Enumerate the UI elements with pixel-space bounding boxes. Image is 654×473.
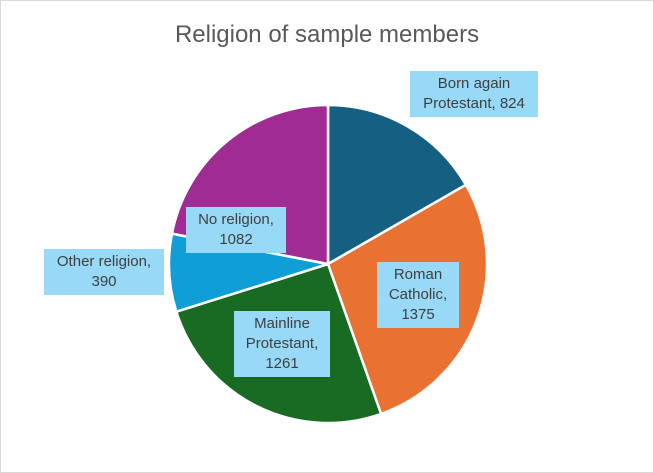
pie-slice-born-again-protestant xyxy=(326,103,468,266)
chart-title: Religion of sample members xyxy=(174,21,480,48)
label-other-religion: Other religion, 390 xyxy=(44,249,164,295)
label-no-religion: No religion, 1082 xyxy=(186,207,286,253)
label-mainline-protestant: Mainline Protestant, 1261 xyxy=(234,311,330,377)
label-roman-catholic: Roman Catholic, 1375 xyxy=(377,262,459,328)
label-born-again-protestant: Born again Protestant, 824 xyxy=(410,71,538,117)
